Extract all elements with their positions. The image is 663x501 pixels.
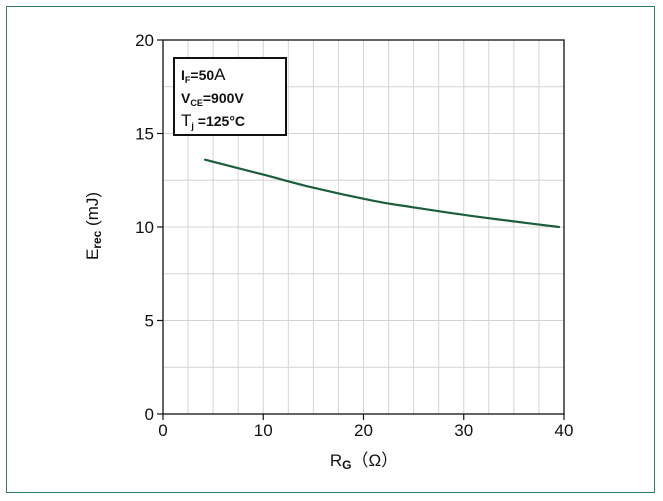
cond-value: =125°C [194,113,245,129]
cond-value: =50 [190,67,214,83]
y-tick-label: 0 [145,405,154,424]
legend-entry-current: IF=50A [181,65,226,85]
cond-unit: A [214,65,226,84]
y-tick-label: 15 [135,125,154,144]
cond-subscript: CE [190,98,203,108]
cond-symbol: T [181,111,191,130]
series-layer [204,158,561,229]
series-line-erec [204,158,561,229]
y-tick-label: 20 [135,31,154,50]
x-axis-label: RG（Ω） [330,451,398,472]
x-label-unit: （Ω） [351,451,398,470]
cond-subscript: j [190,121,194,131]
x-tick-label: 40 [555,421,574,440]
legend-box [173,57,287,136]
y-label-sub: rec [90,230,104,248]
x-tick-label: 10 [254,421,273,440]
axes: 0 10 20 30 40 0 5 10 15 20 [135,31,573,440]
cond-symbol: I [181,67,185,83]
y-label-unit: (mJ) [83,192,102,231]
x-tick-label: 0 [158,421,167,440]
legend-entry-temperature: Tj =125°C [181,111,245,131]
cond-subscript: F [185,75,191,85]
x-tick-label: 20 [354,421,373,440]
y-label-main: E [83,249,102,260]
legend-entry-voltage: VCE=900V [181,90,244,108]
cond-symbol: V [181,90,191,106]
x-label-main: R [330,451,342,470]
y-tick-label: 5 [145,312,154,331]
y-tick-label: 10 [135,218,154,237]
x-tick-label: 30 [454,421,473,440]
cond-value: =900V [203,90,245,106]
conditions-legend: IF=50A VCE=900V Tj =125°C [173,57,287,136]
y-axis-label: Erec (mJ) [83,192,104,260]
x-label-sub: G [342,458,351,472]
